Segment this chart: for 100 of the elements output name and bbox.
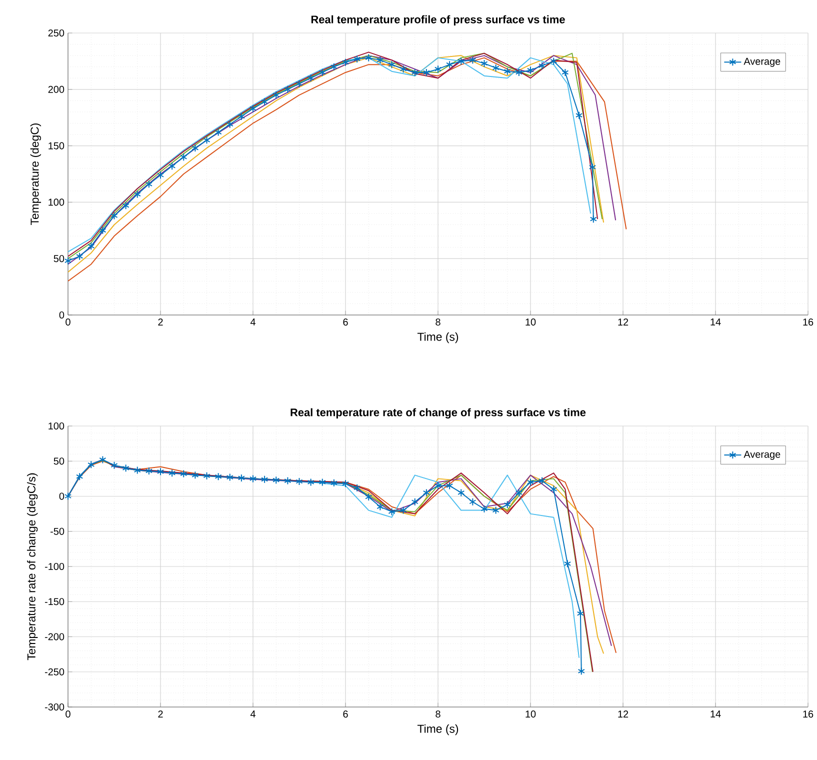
point	[318, 478, 326, 486]
point	[64, 256, 72, 265]
point	[156, 171, 164, 180]
y-tick-label: 100	[48, 422, 64, 430]
point	[538, 62, 546, 70]
point	[492, 506, 500, 514]
point	[469, 498, 476, 506]
y-tick-label: 0	[59, 311, 64, 319]
x-tick-label: 8	[436, 318, 440, 326]
point	[576, 111, 583, 120]
point	[446, 60, 454, 69]
point	[238, 112, 245, 120]
point	[550, 485, 558, 494]
x-tick-label: 0	[66, 318, 70, 326]
point	[576, 610, 584, 618]
point	[562, 68, 569, 76]
y-tick-label: 200	[48, 86, 64, 93]
y-tick-label: 100	[48, 198, 64, 206]
point	[422, 68, 430, 76]
point	[284, 476, 292, 485]
y-tick-label: -100	[44, 562, 64, 570]
point	[226, 473, 234, 482]
point	[272, 476, 280, 484]
point	[388, 60, 396, 69]
point	[578, 667, 585, 676]
point	[411, 68, 418, 76]
y-tick-label: 150	[48, 142, 64, 150]
point	[214, 472, 222, 481]
point	[76, 252, 84, 260]
point	[538, 476, 546, 485]
point	[203, 136, 210, 144]
x-tick-label: 6	[343, 710, 348, 718]
point	[110, 461, 118, 470]
point	[492, 64, 500, 72]
x-axis-title: Time (s)	[417, 724, 458, 736]
point	[458, 57, 465, 66]
point	[588, 163, 596, 172]
x-tick-label: 12	[618, 318, 628, 326]
point	[504, 500, 511, 509]
x-tick-label: 8	[436, 710, 440, 718]
x-tick-label: 16	[803, 318, 814, 326]
point	[400, 65, 407, 74]
x-tick-label: 14	[710, 710, 721, 718]
point	[354, 54, 361, 63]
x-tick-label: 0	[66, 710, 70, 718]
point	[365, 492, 372, 501]
legend-label: Average	[744, 58, 780, 67]
point	[342, 58, 350, 66]
point	[88, 460, 95, 469]
point	[504, 67, 511, 76]
point	[458, 488, 465, 497]
point	[249, 474, 257, 483]
y-tick-label: -50	[50, 528, 64, 535]
point	[203, 472, 210, 480]
point	[122, 464, 130, 472]
point	[422, 488, 430, 497]
point	[550, 57, 558, 66]
point	[480, 59, 488, 68]
point	[434, 65, 442, 74]
point	[480, 504, 488, 513]
point	[318, 68, 326, 76]
point	[238, 474, 245, 482]
point	[180, 470, 188, 478]
point	[168, 469, 176, 478]
x-tick-label: 12	[618, 710, 628, 718]
y-tick-label: -250	[44, 668, 64, 676]
point	[365, 54, 372, 62]
x-tick-label: 4	[250, 710, 256, 718]
x-axis-title: Time (s)	[417, 332, 458, 344]
point	[76, 472, 84, 481]
point	[64, 492, 72, 500]
point	[469, 56, 476, 64]
point	[446, 482, 454, 490]
point	[122, 202, 130, 210]
point	[400, 506, 407, 514]
point	[145, 466, 152, 475]
point	[411, 498, 418, 506]
y-tick-label: 0	[59, 492, 64, 500]
chart-title: Real temperature profile of press surface vs time	[311, 15, 565, 26]
point	[376, 56, 384, 64]
point	[134, 190, 141, 198]
point	[88, 242, 95, 250]
point	[342, 480, 350, 488]
point	[564, 560, 572, 568]
point	[434, 482, 442, 490]
x-tick-label: 16	[803, 710, 814, 718]
y-axis-title: Temperature (degC)	[30, 123, 42, 226]
x-tick-label: 10	[526, 318, 536, 326]
x-tick-label: 6	[343, 318, 348, 326]
point	[354, 484, 361, 492]
x-tick-label: 2	[158, 710, 163, 718]
point	[388, 508, 396, 516]
y-tick-label: -300	[44, 703, 64, 711]
point	[168, 162, 176, 170]
point	[261, 98, 268, 106]
legend-label: Average	[744, 450, 780, 460]
point	[145, 180, 152, 188]
y-axis-title: Temperature rate of change (degC/s)	[27, 473, 38, 660]
point	[330, 62, 338, 71]
point	[526, 478, 534, 486]
